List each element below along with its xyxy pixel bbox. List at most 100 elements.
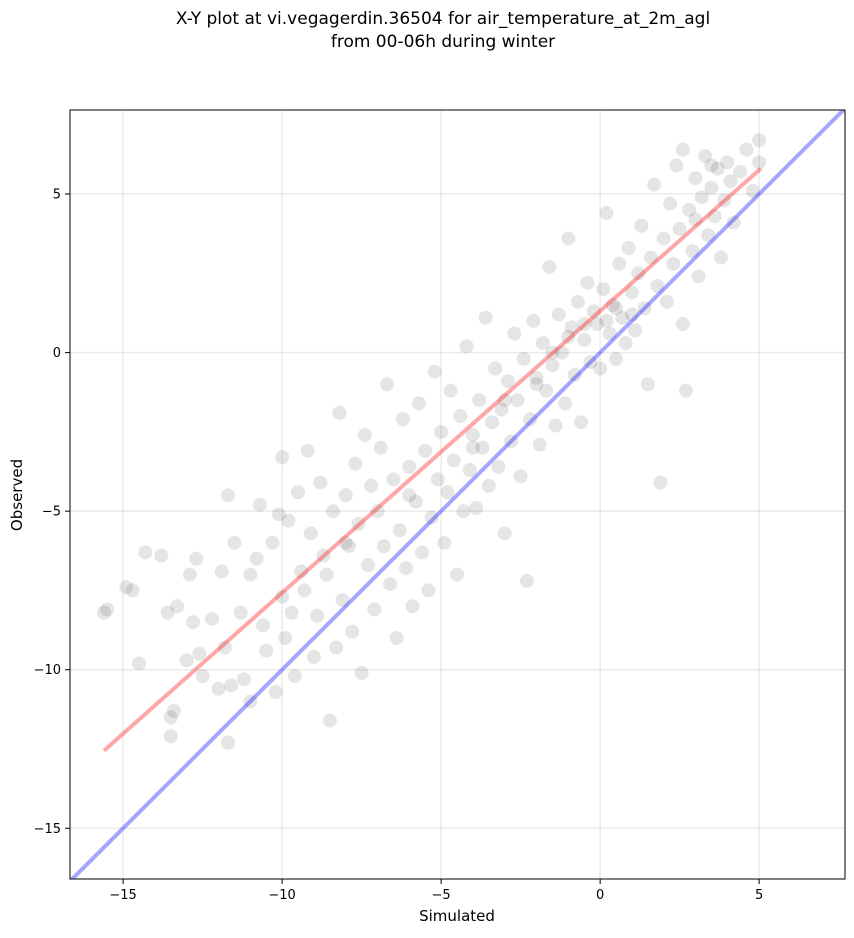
point [424, 510, 439, 525]
point [192, 646, 207, 661]
point [300, 443, 315, 458]
point [507, 326, 522, 341]
point [653, 475, 668, 490]
plot-frame [69, 109, 846, 880]
point [561, 231, 576, 246]
point [720, 155, 735, 170]
point [97, 605, 112, 620]
point [338, 535, 353, 550]
point [319, 567, 334, 582]
point [351, 516, 366, 531]
point [612, 256, 627, 271]
point [605, 298, 620, 313]
point [205, 611, 220, 626]
point [392, 523, 407, 538]
y-axis-label: Observed [8, 459, 26, 531]
point [710, 161, 725, 176]
point [348, 456, 363, 471]
point [281, 513, 296, 528]
point [739, 142, 754, 157]
point [243, 567, 258, 582]
point [284, 605, 299, 620]
reference-line [70, 110, 845, 879]
point [166, 703, 181, 718]
point [669, 158, 684, 173]
point [179, 653, 194, 668]
point [745, 183, 760, 198]
point [726, 215, 741, 230]
point [256, 618, 271, 633]
point [297, 583, 312, 598]
point [558, 396, 573, 411]
point [335, 592, 350, 607]
point [615, 310, 630, 325]
point [656, 231, 671, 246]
point [599, 313, 614, 328]
point [478, 310, 493, 325]
point [694, 190, 709, 205]
x-tick-label: 0 [596, 888, 604, 903]
point [535, 336, 550, 351]
point [640, 377, 655, 392]
point [497, 526, 512, 541]
point [678, 383, 693, 398]
point [666, 256, 681, 271]
point [542, 259, 557, 274]
point [516, 351, 531, 366]
chart-subtitle: from 00-06h during winter [331, 32, 555, 52]
x-tick-label: −15 [109, 888, 136, 903]
point [519, 573, 534, 588]
plot-area [70, 110, 845, 879]
point [609, 301, 624, 316]
point [548, 418, 563, 433]
point [688, 212, 703, 227]
point [599, 206, 614, 221]
point [430, 472, 445, 487]
point [733, 164, 748, 179]
point [271, 507, 286, 522]
point [663, 196, 678, 211]
point [494, 402, 509, 417]
point [325, 504, 340, 519]
point [554, 345, 569, 360]
point [561, 329, 576, 344]
point [529, 370, 544, 385]
point [618, 336, 633, 351]
point [313, 475, 328, 490]
point [624, 307, 639, 322]
y-tick-label: 0 [53, 346, 61, 361]
point [475, 440, 490, 455]
point [443, 383, 458, 398]
point [233, 605, 248, 620]
point [221, 488, 236, 503]
point [577, 317, 592, 332]
x-tick-label: −10 [268, 888, 295, 903]
point [752, 133, 767, 148]
point [564, 320, 579, 335]
point [596, 282, 611, 297]
point [545, 345, 560, 360]
point [513, 469, 528, 484]
point [306, 650, 321, 665]
point [189, 551, 204, 566]
reference-line [102, 167, 763, 753]
point [154, 548, 169, 563]
point [539, 383, 554, 398]
point [713, 250, 728, 265]
point [268, 684, 283, 699]
point [227, 535, 242, 550]
point [389, 630, 404, 645]
point [195, 669, 210, 684]
point [440, 485, 455, 500]
point [650, 278, 665, 293]
y-tick-label: −10 [34, 663, 61, 678]
point [589, 317, 604, 332]
point [659, 294, 674, 309]
point [685, 244, 700, 259]
point [532, 437, 547, 452]
point [437, 535, 452, 550]
point [163, 729, 178, 744]
point [545, 358, 560, 373]
point [370, 504, 385, 519]
